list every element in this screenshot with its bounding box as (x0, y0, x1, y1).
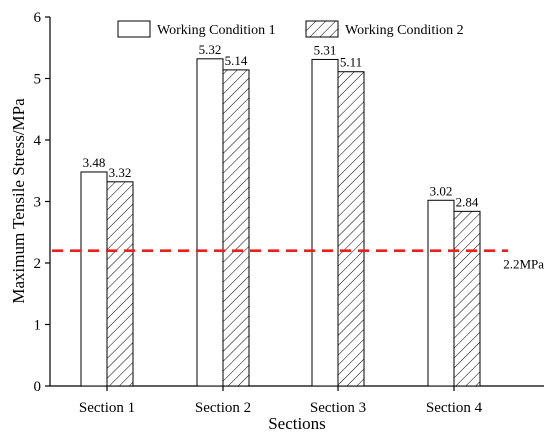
bar-series-2 (222, 69, 250, 387)
bar-series-1 (427, 199, 455, 387)
y-tick-label: 6 (34, 10, 42, 26)
bar-series-1 (80, 171, 108, 387)
bars: 3.483.32 5.325.14 5.315.11 3.022.84 (80, 42, 481, 387)
data-label: 2.84 (456, 194, 479, 209)
x-tick-label: Section 2 (195, 400, 251, 416)
y-axis-title: Maximum Tensile Stress/MPa (9, 98, 28, 304)
data-label: 3.32 (109, 165, 132, 180)
y-tick-label: 5 (34, 72, 42, 88)
x-axis-title: Sections (268, 414, 326, 433)
y-tick-label: 1 (34, 318, 42, 334)
y-tick-label: 0 (34, 379, 42, 395)
data-label: 5.31 (314, 42, 337, 57)
y-axis-ticks: 0 1 2 3 4 5 6 (34, 10, 50, 395)
legend-label-series-1: Working Condition 1 (157, 23, 276, 38)
data-label: 5.32 (199, 42, 222, 57)
y-tick-label: 3 (34, 195, 42, 211)
data-label: 5.11 (340, 55, 362, 70)
bar-series-2 (337, 71, 365, 387)
y-tick-label: 4 (34, 133, 42, 149)
legend-swatch-series-2 (305, 20, 339, 38)
bar-series-2 (106, 181, 134, 387)
data-label: 3.02 (430, 183, 453, 198)
legend: Working Condition 1 Working Condition 2 (117, 20, 464, 38)
x-tick-label: Section 3 (310, 400, 366, 416)
x-tick-label: Section 1 (79, 400, 135, 416)
x-axis-ticks: Section 1 Section 2 Section 3 Section 4 (79, 386, 483, 416)
data-label: 3.48 (83, 155, 106, 170)
bar-series-1 (196, 58, 224, 387)
x-tick-label: Section 4 (426, 400, 483, 416)
bar-series-1 (311, 58, 339, 387)
bar-series-2 (453, 210, 481, 387)
data-label: 5.14 (225, 53, 248, 68)
reference-line-group: 2.2MPa (52, 249, 544, 272)
legend-label-series-2: Working Condition 2 (345, 23, 464, 38)
legend-swatch-series-1 (117, 20, 151, 38)
y-tick-label: 2 (34, 256, 42, 272)
reference-line-label: 2.2MPa (503, 257, 544, 272)
